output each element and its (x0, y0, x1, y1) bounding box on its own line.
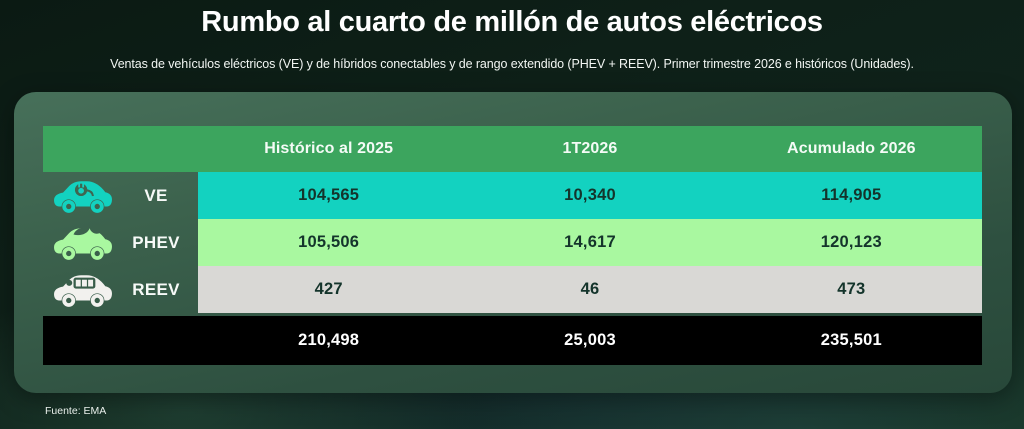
phev-1t2026-value: 14,617 (459, 219, 721, 266)
column-header-1t2026: 1T2026 (562, 140, 618, 157)
table-row-reev: REEV 427 46 473 (43, 266, 982, 313)
reev-label-cell: REEV (43, 266, 198, 313)
phev-acumulado-value: 120,123 (720, 219, 982, 266)
table-row-ve: VE 104,565 10,340 114,905 (43, 172, 982, 219)
electric-car-plug-icon (54, 180, 112, 213)
reev-acumulado-value: 473 (720, 266, 982, 313)
column-header-acumulado: Acumulado 2026 (787, 140, 916, 157)
ve-acumulado-value: 114,905 (720, 172, 982, 219)
reev-1t2026-value: 46 (459, 266, 721, 313)
ev-sales-table: Histórico al 2025 1T2026 Acumulado 2026 (43, 126, 982, 365)
table-row-phev: PHEV 105,506 14,617 120,123 (43, 219, 982, 266)
ve-historico-value: 104,565 (198, 172, 460, 219)
table-panel: Histórico al 2025 1T2026 Acumulado 2026 (14, 92, 1012, 393)
ve-label-cell: VE (43, 172, 198, 219)
range-extender-car-battery-icon (54, 274, 112, 307)
total-historico-value: 210,498 (298, 331, 360, 349)
row-label-ve: VE (144, 185, 168, 205)
total-acumulado-value: 235,501 (820, 331, 882, 349)
page-subtitle: Ventas de vehículos eléctricos (VE) y de… (110, 57, 914, 71)
hybrid-car-leaf-icon (54, 227, 112, 260)
column-header-historico: Histórico al 2025 (264, 140, 394, 157)
table-total-row: 210,498 25,003 235,501 (43, 316, 982, 365)
row-label-reev: REEV (132, 279, 180, 299)
reev-historico-value: 427 (198, 266, 460, 313)
page-title: Rumbo al cuarto de millón de autos eléct… (201, 6, 823, 38)
row-label-phev: PHEV (132, 232, 180, 252)
ve-1t2026-value: 10,340 (459, 172, 721, 219)
table-header-row: Histórico al 2025 1T2026 Acumulado 2026 (43, 126, 982, 172)
source-note: Fuente: EMA (45, 405, 107, 417)
total-1t2026-value: 25,003 (564, 331, 616, 349)
header-spacer-cell (43, 126, 198, 172)
phev-historico-value: 105,506 (198, 219, 460, 266)
phev-label-cell: PHEV (43, 219, 198, 266)
total-spacer-cell (43, 316, 198, 365)
